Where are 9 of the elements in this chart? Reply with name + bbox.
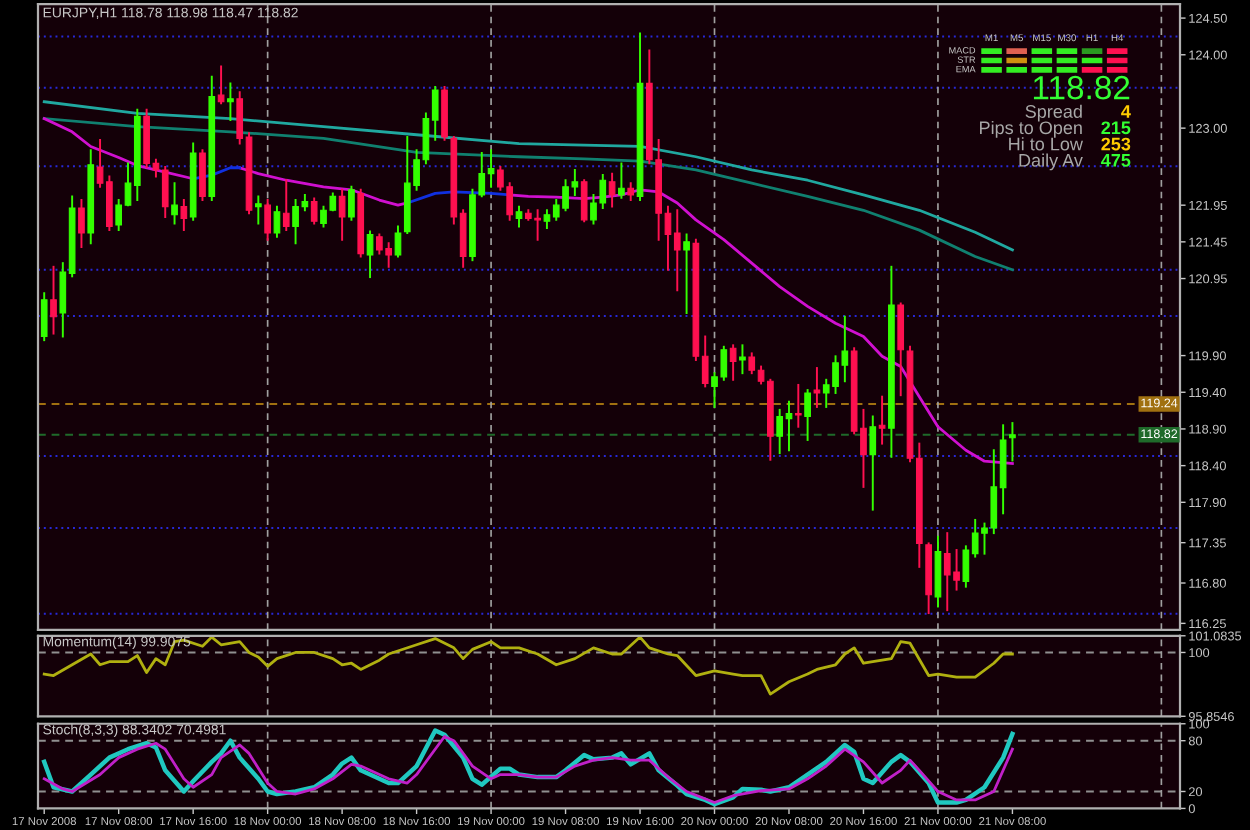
annotation: 253 bbox=[1101, 137, 1131, 151]
annotation: Hi to Low bbox=[1009, 137, 1083, 151]
annotation: Daily Av bbox=[1019, 153, 1083, 171]
annotation: Spread bbox=[1025, 104, 1082, 122]
annotation: 4 bbox=[1121, 105, 1131, 118]
annotation: 475 bbox=[1101, 154, 1131, 167]
annotation: 118.82 bbox=[1033, 75, 1130, 100]
annotation: Pips to Open bbox=[980, 120, 1082, 138]
annotation: 215 bbox=[1101, 121, 1131, 135]
